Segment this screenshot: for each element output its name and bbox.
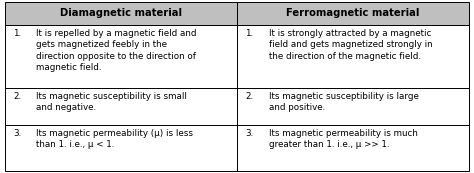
Bar	[5, 25, 237, 88]
Bar	[5, 2, 237, 25]
Text: It is repelled by a magnetic field and
gets magnetized feebly in the
direction o: It is repelled by a magnetic field and g…	[36, 29, 197, 72]
Bar	[237, 88, 469, 125]
Text: Its magnetic susceptibility is small
and negative.: Its magnetic susceptibility is small and…	[36, 92, 187, 112]
Text: 3.: 3.	[13, 129, 21, 138]
Text: Diamagnetic material: Diamagnetic material	[60, 8, 182, 19]
Bar	[237, 125, 469, 171]
Bar	[237, 25, 469, 88]
Text: 1.: 1.	[246, 29, 254, 38]
Bar	[5, 125, 237, 171]
Text: 1.: 1.	[13, 29, 21, 38]
Text: Its magnetic permeability (μ) is less
than 1. i.e., μ < 1.: Its magnetic permeability (μ) is less th…	[36, 129, 193, 149]
Text: 2.: 2.	[246, 92, 254, 101]
Text: Its magnetic permeability is much
greater than 1. i.e., μ >> 1.: Its magnetic permeability is much greate…	[269, 129, 418, 149]
Bar	[237, 2, 469, 25]
Text: It is strongly attracted by a magnetic
field and gets magnetized strongly in
the: It is strongly attracted by a magnetic f…	[269, 29, 432, 61]
Bar	[5, 88, 237, 125]
Text: Ferromagnetic material: Ferromagnetic material	[286, 8, 420, 19]
Text: Its magnetic susceptibility is large
and positive.: Its magnetic susceptibility is large and…	[269, 92, 419, 112]
Text: 3.: 3.	[246, 129, 254, 138]
Text: 2.: 2.	[13, 92, 21, 101]
